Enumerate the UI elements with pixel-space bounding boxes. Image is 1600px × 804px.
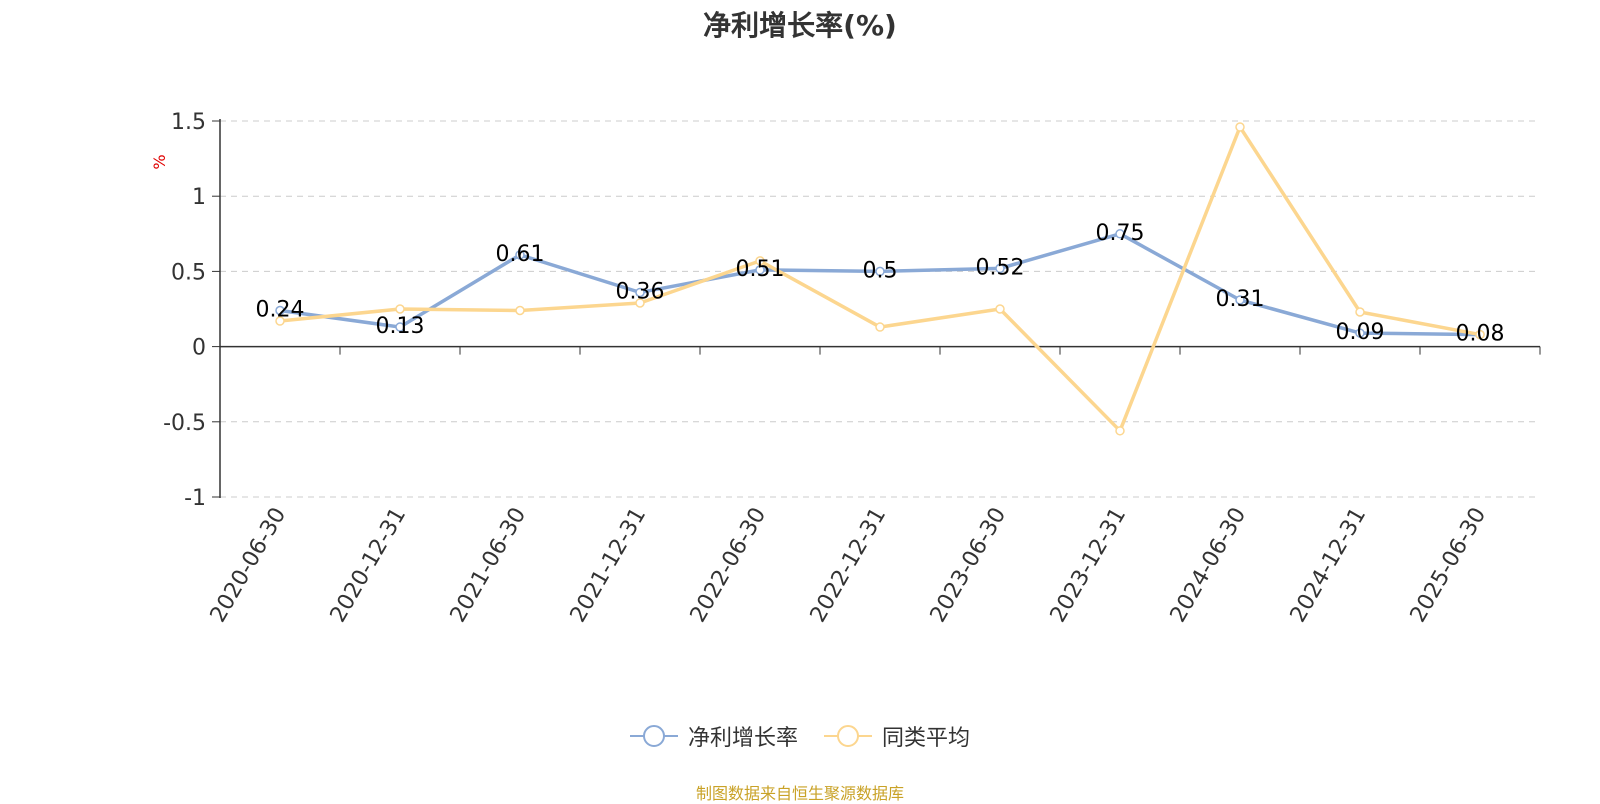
series-1-point xyxy=(275,316,285,326)
x-tick-label: 2025-06-30 xyxy=(1406,504,1492,627)
legend-label: 同类平均 xyxy=(882,726,971,751)
data-label: 0.36 xyxy=(616,279,665,304)
series-1-point xyxy=(635,298,645,308)
data-label: 0.61 xyxy=(496,242,545,267)
series-1-point xyxy=(875,322,885,332)
y-tick-label: 0.5 xyxy=(171,260,206,285)
series-0-point xyxy=(635,287,645,298)
data-label: 0.13 xyxy=(376,314,425,339)
data-labels: 0.24 0.13 0.61 0.36 0.51 0.5 0.52 0.75 0.31 0.09 0… xyxy=(256,221,1505,347)
series-0-point xyxy=(1235,295,1245,305)
series-1-point xyxy=(1355,307,1365,317)
series-1-point xyxy=(1115,426,1125,436)
series-1-point xyxy=(515,305,525,316)
data-label: 0.24 xyxy=(256,298,305,323)
x-tick-label: 2022-12-31 xyxy=(806,504,892,627)
series-1-point xyxy=(1475,329,1485,340)
series-0-point xyxy=(1115,229,1125,239)
series-line-0 xyxy=(279,232,1481,337)
x-tick-label: 2023-12-31 xyxy=(1046,504,1132,627)
series-1-point xyxy=(395,304,405,314)
series-0-point xyxy=(515,250,525,260)
y-tick-label: -1 xyxy=(184,486,206,511)
chart-title: 净利增长率(%) xyxy=(703,9,897,42)
data-label: 0.52 xyxy=(976,255,1025,280)
y-tick-label: 1.5 xyxy=(171,110,206,135)
x-tick-label: 2022-06-30 xyxy=(686,504,772,627)
series-1-point xyxy=(755,256,765,266)
series-0-point xyxy=(995,263,1005,274)
series-1-point xyxy=(1235,122,1245,132)
legend-label: 净利增长率 xyxy=(687,726,798,751)
x-tick-label: 2021-12-31 xyxy=(566,504,652,627)
x-tick-label: 2021-06-30 xyxy=(446,504,532,627)
series-0-point xyxy=(275,305,285,316)
x-tick-label: 2020-12-31 xyxy=(326,504,412,627)
series-1-point xyxy=(995,304,1005,314)
data-label: 0.09 xyxy=(1336,320,1385,345)
data-label: 0.75 xyxy=(1096,221,1145,246)
x-tick-label: 2023-06-30 xyxy=(926,504,1012,627)
data-label: 0.5 xyxy=(863,258,898,283)
legend-marker-net-profit-growth xyxy=(629,725,678,747)
x-tick-label: 2024-06-30 xyxy=(1166,504,1252,627)
x-tick-label: 2020-06-30 xyxy=(206,504,292,627)
data-label: 0.08 xyxy=(1456,322,1505,347)
data-label: 0.31 xyxy=(1216,287,1265,312)
legend-item-peer-average[interactable]: 同类平均 xyxy=(824,720,970,752)
y-tick-label: 0 xyxy=(192,336,206,361)
series-0-point xyxy=(755,265,765,275)
series-0-point xyxy=(875,266,885,277)
x-tick-label: 2024-12-31 xyxy=(1286,504,1372,627)
y-tick-label: 1 xyxy=(192,185,206,210)
y-axis-label: % xyxy=(150,154,169,169)
source-note: 制图数据来自恒生聚源数据库 xyxy=(695,784,904,803)
series-0-point xyxy=(395,322,405,332)
legend: 净利增长率 同类平均 xyxy=(0,720,1600,752)
data-label: 0.51 xyxy=(736,257,785,282)
axes: 1.5 1 0.5 0 -0.5 -1% 2020-06-30 2020-12-31 2021-… xyxy=(150,110,1541,627)
y-tick-label: -0.5 xyxy=(163,411,206,436)
legend-marker-peer-average xyxy=(824,725,872,747)
series-0-point xyxy=(1355,328,1365,338)
legend-item-net-profit-growth[interactable]: 净利增长率 xyxy=(629,720,798,752)
series-lines xyxy=(275,122,1485,436)
